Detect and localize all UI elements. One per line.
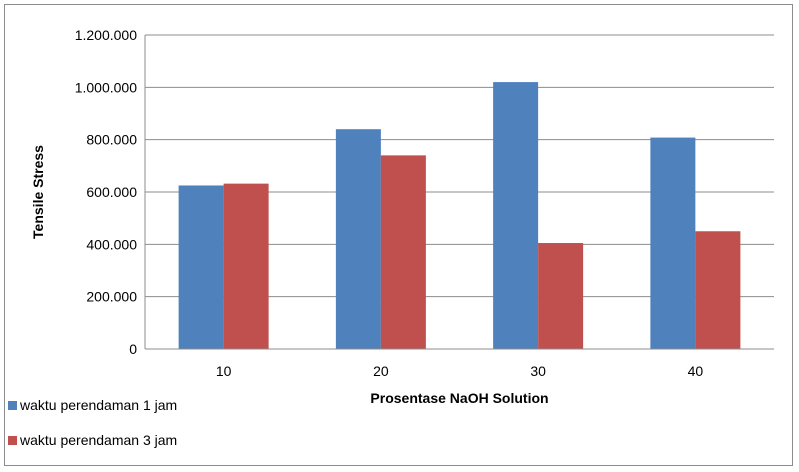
- y-tick-labels: 0 200.000 400.000 600.000 800.000 1.000.000 1.…: [75, 27, 138, 357]
- legend-swatch: [8, 401, 17, 410]
- chart-frame: 0 200.000 400.000 600.000 800.000 1.000.000 1.…: [4, 4, 793, 466]
- bar-series-2-40: [695, 231, 741, 349]
- bar-series-2-10: [223, 183, 269, 349]
- y-tick-label: 800.000: [86, 132, 137, 148]
- y-tick-label: 400.000: [86, 236, 137, 252]
- y-axis-title: Tensile Stress: [30, 145, 46, 239]
- x-tick-label: 30: [530, 363, 546, 379]
- y-tick-label: 1.200.000: [75, 27, 137, 43]
- x-axis-title: Prosentase NaOH Solution: [370, 390, 548, 406]
- bars: [178, 82, 741, 349]
- x-tick-label: 40: [688, 363, 704, 379]
- bar-series-2-30: [538, 243, 584, 349]
- legend-swatch: [8, 436, 17, 445]
- y-tick-label: 600.000: [86, 184, 137, 200]
- y-tick-label: 0: [129, 341, 137, 357]
- bar-series-2-20: [380, 155, 426, 349]
- bar-series-1-30: [493, 82, 539, 349]
- x-tick-label: 20: [373, 363, 389, 379]
- legend-label: waktu perendaman 1 jam: [19, 397, 177, 413]
- x-tick-labels: 10 20 30 40: [216, 363, 704, 379]
- legend-label: waktu perendaman 3 jam: [19, 432, 177, 448]
- bar-series-1-10: [178, 185, 224, 349]
- legend: waktu perendaman 1 jam waktu perendaman 3…: [8, 397, 177, 448]
- bar-series-1-40: [650, 137, 696, 349]
- x-tick-label: 10: [216, 363, 232, 379]
- y-tick-label: 1.000.000: [75, 79, 137, 95]
- y-tick-label: 200.000: [86, 289, 137, 305]
- bar-series-1-20: [335, 129, 381, 349]
- bar-chart: 0 200.000 400.000 600.000 800.000 1.000.000 1.…: [8, 27, 774, 448]
